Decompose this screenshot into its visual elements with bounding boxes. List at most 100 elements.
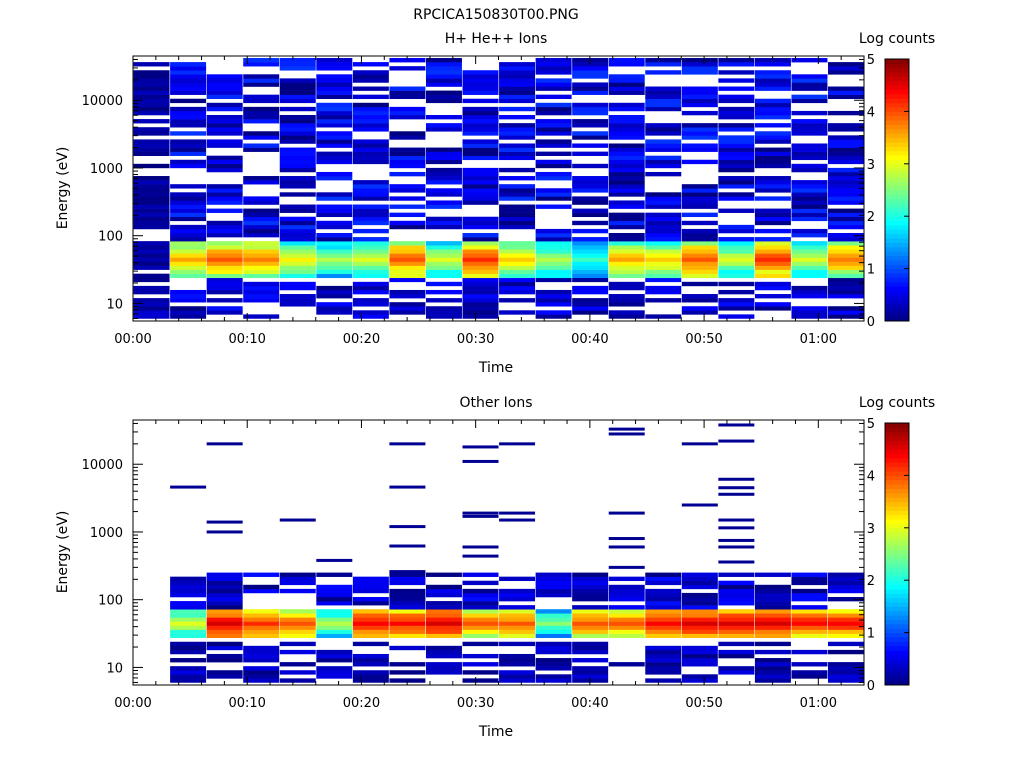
spectrogram-cell: [535, 580, 572, 586]
spectrogram-cell: [608, 629, 645, 634]
spectrogram-cell: [243, 58, 280, 63]
spectrogram-cell: [754, 257, 791, 262]
spectrogram-cell: [462, 127, 499, 132]
spectrogram-cell: [645, 204, 682, 209]
spectrogram-cell: [170, 621, 207, 626]
spectrogram-cell: [645, 253, 682, 258]
spectrogram-cell: [791, 269, 828, 274]
spectrogram-cell: [462, 302, 499, 307]
spectrogram-cell: [791, 662, 828, 667]
colorbar-tick-label: 3: [867, 158, 875, 173]
spectrogram-cell: [170, 641, 207, 647]
spectrogram-cell: [572, 625, 609, 630]
spectrogram-cell: [206, 139, 243, 144]
spectrogram-cell: [499, 82, 536, 87]
spectrogram-cell: [718, 265, 755, 270]
spectrogram-cell: [462, 298, 499, 303]
spectrogram-cell: [316, 241, 353, 246]
spectrogram-cell: [608, 90, 645, 95]
spectrogram-cell: [572, 74, 609, 79]
colorbar-swatch: [885, 146, 909, 152]
spectrogram-cell: [243, 645, 280, 651]
colorbar-swatch: [885, 545, 909, 551]
spectrogram-cell: [535, 159, 572, 165]
spectrogram-cell: [754, 155, 791, 161]
spectrogram-cell: [425, 621, 462, 626]
spectrogram-cell: [718, 596, 755, 602]
spectrogram-cell: [352, 613, 389, 618]
spectrogram-cell: [828, 143, 864, 148]
spectrogram-cell: [572, 277, 609, 283]
spectrogram-cell: [608, 176, 645, 181]
spectrogram-cell: [791, 143, 828, 148]
spectrogram-cell: [389, 135, 426, 140]
spectrogram-cell: [243, 131, 280, 136]
spectrogram-cell: [352, 216, 389, 222]
spectrogram-cell: [206, 159, 243, 165]
spectrogram-cell: [206, 102, 243, 108]
spectrogram-cell: [681, 649, 718, 655]
sparse-energy-line: [608, 545, 645, 549]
sparse-energy-line: [608, 427, 645, 431]
spectrogram-cell: [170, 66, 207, 71]
spectrogram-cell: [791, 98, 828, 104]
spectrogram-cell: [206, 167, 243, 173]
spectrogram-cell: [206, 645, 243, 651]
spectrogram-cell: [243, 584, 280, 590]
spectrogram-cell: [206, 241, 243, 246]
spectrogram-cell: [279, 613, 316, 618]
spectrogram-cell: [718, 208, 755, 213]
spectrogram-cell: [645, 139, 682, 144]
spectrogram-cell: [462, 678, 499, 683]
spectrogram-cell: [608, 298, 645, 303]
spectrogram-cell: [791, 306, 828, 311]
spectrogram-cell: [352, 257, 389, 262]
spectrogram-cell: [243, 200, 280, 205]
spectrogram-cell: [389, 224, 426, 230]
spectrogram-cell: [206, 228, 243, 234]
colorbar-swatch: [885, 510, 909, 516]
spectrogram-cell: [133, 204, 170, 209]
spectrogram-cell: [389, 171, 426, 177]
colorbar-swatch: [885, 632, 909, 638]
spectrogram-cell: [791, 78, 828, 83]
spectrogram-cell: [535, 314, 572, 319]
spectrogram-cell: [645, 588, 682, 594]
spectrogram-cell: [499, 641, 536, 647]
spectrogram-cell: [279, 273, 316, 279]
spectrogram-cell: [718, 306, 755, 311]
spectrogram-cell: [572, 285, 609, 291]
spectrogram-cell: [608, 171, 645, 177]
spectrogram-cell: [243, 666, 280, 671]
spectrogram-cell: [499, 285, 536, 291]
sparse-energy-line: [608, 511, 645, 515]
spectrogram-cell: [170, 310, 207, 315]
spectrogram-cell: [462, 106, 499, 112]
spectrogram-cell: [279, 302, 316, 307]
spectrogram-cell: [681, 584, 718, 590]
y-tick-label: 100: [98, 594, 123, 609]
spectrogram-cell: [170, 184, 207, 189]
spectrogram-cell: [754, 176, 791, 181]
spectrogram-cell: [133, 74, 170, 79]
spectrogram-cell: [754, 216, 791, 222]
spectrogram-cell: [754, 294, 791, 299]
spectrogram-cell: [535, 70, 572, 75]
spectrogram-cell: [828, 159, 864, 165]
spectrogram-cell: [206, 572, 243, 577]
spectrogram-cell: [718, 70, 755, 75]
spectrogram-cell: [170, 678, 207, 683]
spectrogram-cell: [499, 625, 536, 630]
spectrogram-cell: [754, 588, 791, 594]
spectrogram-cell: [645, 192, 682, 197]
spectrogram-cell: [791, 216, 828, 222]
spectrogram-cell: [754, 584, 791, 590]
spectrogram-cell: [316, 310, 353, 315]
spectrogram-cell: [206, 596, 243, 602]
spectrogram-cell: [352, 641, 389, 647]
spectrogram-cell: [206, 155, 243, 161]
spectrogram-cell: [718, 670, 755, 675]
spectrogram-cell: [170, 196, 207, 201]
spectrogram-cell: [133, 192, 170, 197]
